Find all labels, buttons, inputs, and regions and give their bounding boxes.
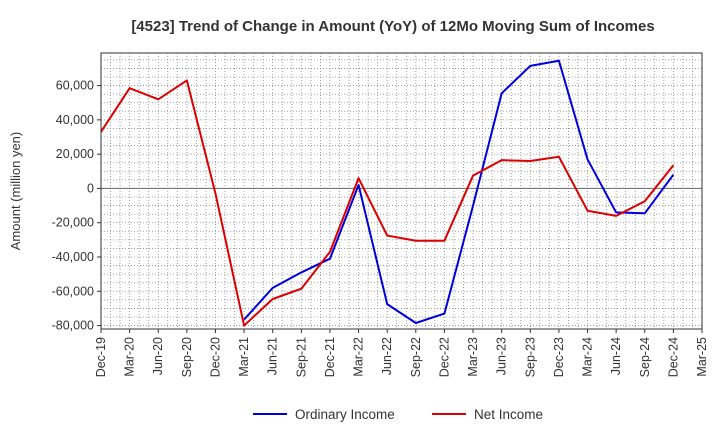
x-tick-labels: Dec-19 Mar-20 Jun-20 Sep-20 Dec-20 Mar-21 Jun-… xyxy=(94,329,709,377)
x-tick-label: Jun-22 xyxy=(380,337,394,375)
legend-label-net-income: Net Income xyxy=(474,407,543,422)
x-tick-label: Dec-24 xyxy=(666,337,680,377)
y-axis-label: Amount (million yen) xyxy=(8,132,23,251)
y-tick-label: -80,000 xyxy=(52,319,94,333)
x-tick-label: Mar-20 xyxy=(123,337,137,377)
x-tick-label: Dec-21 xyxy=(323,337,337,377)
y-tick-label: 40,000 xyxy=(56,113,94,127)
series-line-net-income xyxy=(100,79,675,327)
x-tick-label: Jun-23 xyxy=(495,337,509,375)
y-tick-label: 0 xyxy=(87,181,94,195)
x-tick-label: Jun-24 xyxy=(609,337,623,375)
y-tick-label: -60,000 xyxy=(52,284,94,298)
legend: Ordinary Income Net Income xyxy=(253,407,543,422)
legend-label-ordinary-income: Ordinary Income xyxy=(295,407,395,422)
x-tick-label: Sep-23 xyxy=(523,337,537,377)
grid-layer xyxy=(101,53,702,329)
x-tick-label: Sep-20 xyxy=(180,337,194,377)
y-tick-label: 20,000 xyxy=(56,147,94,161)
x-tick-label: Dec-19 xyxy=(94,337,108,377)
y-tick-labels: 60,000 40,000 20,000 0 -20,000 -40,000 -60,000… xyxy=(52,79,101,333)
y-tick-label: -20,000 xyxy=(52,216,94,230)
y-tick-label: -40,000 xyxy=(52,250,94,264)
series-line-ordinary-income xyxy=(243,59,675,324)
x-tick-label: Dec-22 xyxy=(437,337,451,377)
series-layer xyxy=(100,59,675,327)
x-tick-label: Sep-22 xyxy=(409,337,423,377)
x-tick-label: Mar-25 xyxy=(695,337,709,377)
x-tick-label: Sep-24 xyxy=(638,337,652,377)
plot-frame xyxy=(100,52,703,330)
x-tick-label: Mar-24 xyxy=(581,337,595,377)
x-tick-label: Dec-23 xyxy=(552,337,566,377)
x-tick-label: Mar-21 xyxy=(237,337,251,377)
x-tick-label: Jun-20 xyxy=(151,337,165,375)
x-tick-label: Mar-22 xyxy=(352,337,366,377)
y-tick-label: 60,000 xyxy=(56,79,94,93)
x-tick-label: Sep-21 xyxy=(294,337,308,377)
x-tick-label: Dec-20 xyxy=(208,337,222,377)
x-tick-label: Jun-21 xyxy=(266,337,280,375)
chart-title: [4523] Trend of Change in Amount (YoY) o… xyxy=(131,18,654,35)
x-tick-label: Mar-23 xyxy=(466,337,480,377)
